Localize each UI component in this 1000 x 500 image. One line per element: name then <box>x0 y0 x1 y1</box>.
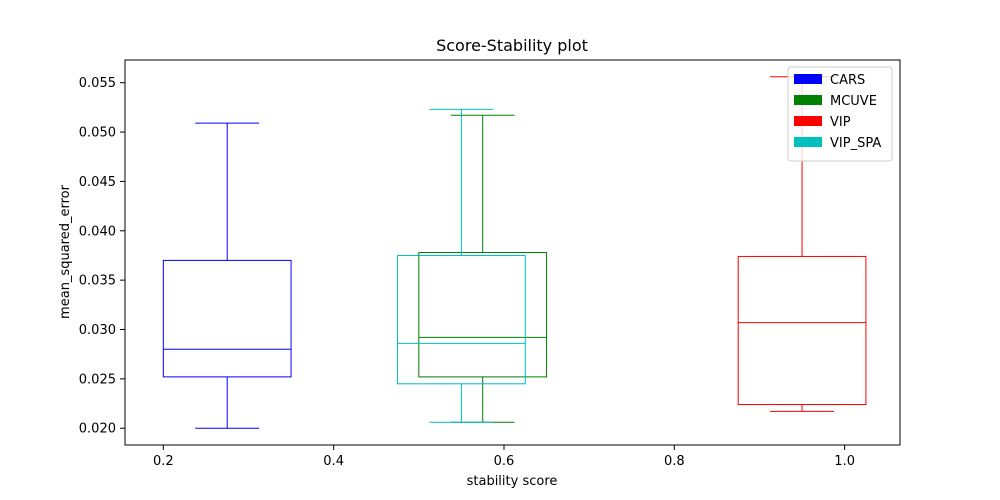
y-tick-label: 0.035 <box>79 274 116 289</box>
box-body <box>397 254 526 385</box>
x-tick-label: 1.0 <box>834 454 855 469</box>
legend-label: CARS <box>830 73 865 88</box>
x-axis-label: stability score <box>467 474 558 489</box>
legend-label: VIP_SPA <box>830 136 881 151</box>
y-tick-label: 0.040 <box>79 224 116 239</box>
y-tick-label: 0.055 <box>79 76 116 91</box>
y-tick-label: 0.030 <box>79 323 116 338</box>
box-body <box>737 255 867 406</box>
box-body <box>162 259 292 378</box>
legend-swatch <box>794 116 822 126</box>
x-tick-label: 0.8 <box>664 454 685 469</box>
x-tick-label: 0.2 <box>153 454 174 469</box>
legend-label: VIP <box>830 115 851 130</box>
legend: CARS MCUVE VIP VIP_SPA <box>787 66 893 162</box>
box-body <box>418 252 548 378</box>
chart-title: Score-Stability plot <box>436 36 588 55</box>
legend-label: MCUVE <box>830 94 877 109</box>
y-tick-label: 0.050 <box>79 126 116 141</box>
axes-group: 0.2 0.4 0.6 0.8 1.0 0.020 0.025 0.030 0.035 0.040… <box>79 76 855 469</box>
boxes-group <box>162 76 867 429</box>
y-tick-label: 0.025 <box>79 372 116 387</box>
legend-swatch <box>794 74 822 84</box>
box-vip-spa <box>397 108 526 423</box>
x-tick-label: 0.6 <box>494 454 515 469</box>
x-tick-label: 0.4 <box>323 454 344 469</box>
y-tick-label: 0.020 <box>79 422 116 437</box>
legend-swatch <box>794 95 822 105</box>
box-cars <box>162 122 292 429</box>
plot-frame <box>124 59 901 446</box>
legend-swatch <box>794 137 822 147</box>
y-axis-label: mean_squared_error <box>58 184 73 319</box>
y-tick-label: 0.045 <box>79 175 116 190</box>
